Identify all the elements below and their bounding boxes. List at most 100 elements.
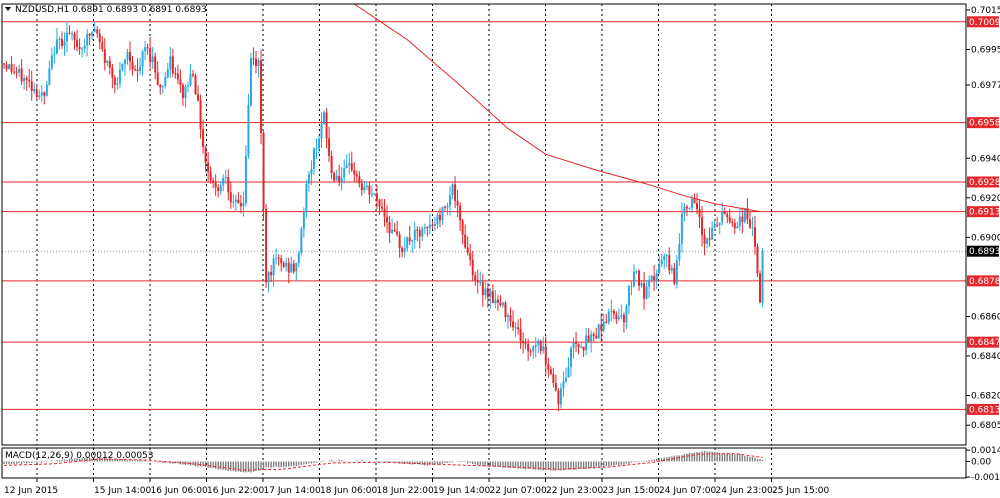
bull-candle [38, 95, 41, 98]
bear-candle [328, 138, 331, 156]
bear-candle [491, 291, 494, 304]
bear-candle [207, 162, 210, 172]
bear-candle [605, 321, 608, 323]
bear-candle [113, 77, 116, 85]
bear-candle [408, 237, 411, 242]
bear-candle [554, 383, 557, 391]
triangle-down-icon[interactable] [5, 7, 11, 11]
bear-candle [759, 273, 761, 303]
bull-candle [635, 270, 638, 272]
bull-candle [297, 253, 300, 264]
bull-candle [406, 237, 409, 249]
macd-histogram [3, 450, 764, 473]
bull-candle [58, 38, 61, 40]
bull-candle [139, 66, 142, 72]
bear-candle [338, 176, 341, 182]
price-axis: 0.7015 0.6995 0.6977 0.6940 0.6920 0.6900 0.68… [966, 6, 1000, 431]
bull-candle [66, 32, 68, 42]
bear-candle [159, 84, 162, 88]
bear-candle [426, 227, 429, 229]
bull-candle [451, 184, 454, 196]
bear-candle [129, 52, 131, 62]
bull-candle [363, 187, 366, 191]
bull-candle [617, 316, 620, 320]
bear-candle [733, 222, 736, 229]
symbol-header[interactable]: NZDUSD,H1 0.6891 0.6893 0.6891 0.6893 [5, 5, 207, 15]
bull-candle [602, 321, 605, 331]
bull-candle [63, 41, 66, 46]
moving-average-line[interactable] [354, 3, 761, 213]
bear-candle [265, 208, 268, 283]
bull-candle [489, 291, 492, 298]
level-label-box [967, 275, 999, 287]
time-tick-label: 16 Jun 06:00 [151, 486, 208, 496]
price-tick-label: 0.6840 [971, 352, 1000, 362]
bull-candle [222, 177, 225, 186]
bear-candle [181, 84, 184, 99]
time-tick-label: 22 Jun 07:00 [490, 486, 547, 496]
bear-candle [103, 49, 106, 63]
bull-candle [224, 177, 227, 179]
bear-candle [466, 247, 469, 254]
bull-candle [161, 85, 164, 88]
bull-candle [446, 205, 449, 208]
bull-candle [625, 305, 628, 323]
bull-candle [655, 273, 658, 281]
level-price-labels: 0.7009 0.6958 0.6928 0.6913 0.6878 0.6847 0.68… [967, 16, 1000, 415]
bear-candle [529, 351, 532, 353]
bull-candle [494, 299, 497, 304]
bear-candle [325, 112, 328, 139]
bull-candle [751, 227, 754, 229]
bear-candle [96, 29, 99, 34]
bear-candle [149, 47, 152, 63]
bull-candle [570, 348, 572, 368]
bear-candle [748, 219, 751, 228]
bull-candle [184, 86, 187, 99]
bull-candle [663, 255, 666, 261]
bear-candle [431, 224, 434, 226]
bear-candle [136, 69, 139, 72]
bear-candle [698, 209, 701, 218]
bear-candle [524, 343, 527, 345]
time-tick-label: 15 Jun 14:00 [94, 486, 151, 496]
bull-candle [285, 262, 288, 267]
chart-frame [1, 3, 967, 479]
bull-candle [484, 288, 487, 296]
macd-signal-line [3, 453, 763, 471]
bear-candle [741, 216, 744, 222]
bear-candle [517, 327, 520, 330]
bear-candle [726, 214, 729, 218]
time-tick-label: 16 Jun 22:00 [207, 486, 264, 496]
bear-candle [358, 176, 361, 184]
horizontal-levels[interactable] [2, 21, 966, 410]
bull-candle [335, 176, 338, 181]
bull-candle [275, 257, 278, 259]
bear-candle [282, 263, 285, 267]
bull-candle [688, 207, 691, 209]
time-tick-label: 23 Jun 15:00 [603, 486, 660, 496]
bear-candle [108, 60, 111, 68]
bull-candle [433, 223, 436, 226]
bull-candle [658, 263, 661, 274]
bull-candle [272, 258, 275, 276]
bull-candle [373, 193, 376, 195]
bull-candle [348, 163, 351, 166]
candles [3, 21, 764, 412]
level-label: 0.6958 [969, 119, 1000, 129]
bear-candle [227, 177, 230, 193]
time-tick-label: 18 Jun 06:00 [320, 486, 377, 496]
bear-candle [673, 268, 676, 284]
bull-candle [590, 334, 593, 342]
bear-candle [476, 280, 479, 283]
bull-candle [585, 335, 588, 351]
bear-candle [459, 205, 462, 221]
time-tick-label: 19 Jun 14:00 [433, 486, 490, 496]
bear-candle [388, 222, 391, 234]
bull-candle [562, 381, 565, 389]
bear-candle [481, 281, 484, 296]
bull-candle [690, 198, 693, 208]
bear-candle [504, 302, 507, 318]
bear-candle [101, 42, 104, 50]
bear-candle [192, 74, 194, 76]
bull-candle [121, 63, 124, 70]
